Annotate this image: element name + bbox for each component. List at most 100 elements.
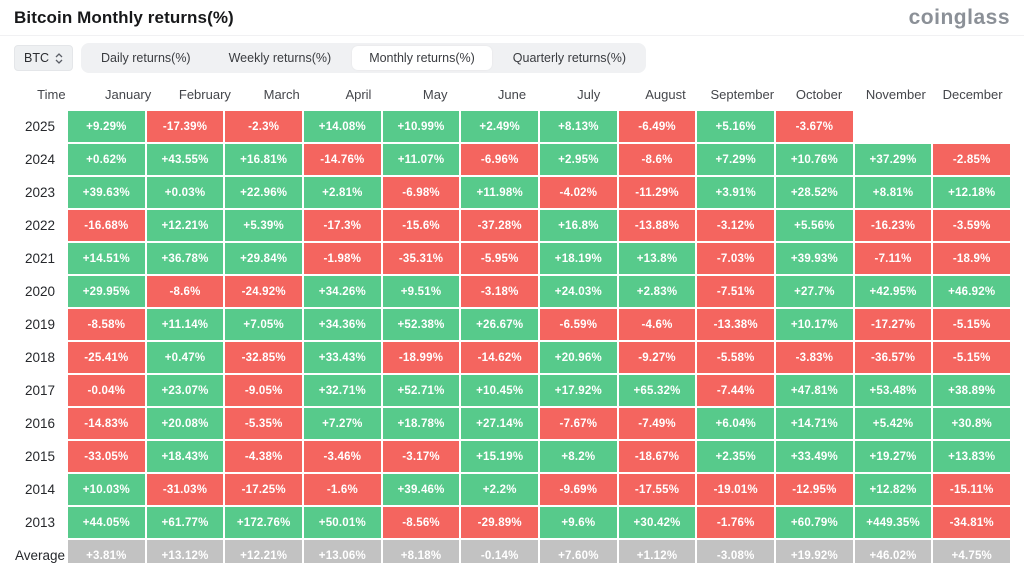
return-cell: -14.76% xyxy=(304,144,381,175)
symbol-select[interactable]: BTC xyxy=(14,45,73,71)
month-header-january: January xyxy=(105,86,152,102)
return-cell: +8.13% xyxy=(540,111,617,142)
return-cell: +18.19% xyxy=(540,243,617,274)
month-header-february: February xyxy=(178,86,231,102)
year-label: 2022 xyxy=(24,218,56,233)
return-cell: -2.3% xyxy=(225,111,303,142)
year-label: 2019 xyxy=(24,317,56,332)
return-cell: +2.49% xyxy=(461,111,539,142)
return-cell: +449.35% xyxy=(854,507,932,538)
month-header-march: March xyxy=(263,86,300,102)
return-cell: +60.79% xyxy=(776,507,853,538)
month-header-june: June xyxy=(497,86,527,102)
return-cell: +0.03% xyxy=(146,177,224,208)
return-cell: +16.81% xyxy=(225,144,303,175)
return-cell: -7.51% xyxy=(697,276,775,307)
year-label: 2015 xyxy=(24,449,56,464)
table-body: 2025 +9.29% -17.39% -2.3% +14.08% +10.99% +2.4… xyxy=(14,111,1011,563)
return-cell: +29.84% xyxy=(225,243,303,274)
return-cell: +12.21% xyxy=(225,540,303,563)
return-cell: +32.71% xyxy=(304,375,381,406)
tab-weekly-returns[interactable]: Weekly returns(%) xyxy=(228,51,332,65)
return-cell: +12.82% xyxy=(854,474,932,505)
return-cell: -3.12% xyxy=(697,210,775,241)
return-cell: -16.68% xyxy=(68,210,145,241)
return-cell: +7.60% xyxy=(540,540,617,563)
return-cell: +10.99% xyxy=(382,111,460,142)
return-cell: -34.81% xyxy=(933,507,1011,538)
tab-daily-returns[interactable]: Daily returns(%) xyxy=(101,51,191,65)
year-label: 2016 xyxy=(24,416,56,431)
return-cell: +37.29% xyxy=(854,144,932,175)
return-cell: +8.81% xyxy=(854,177,932,208)
return-cell: +5.39% xyxy=(225,210,303,241)
return-cell: -16.23% xyxy=(854,210,932,241)
return-cell: +24.03% xyxy=(540,276,617,307)
return-cell: -9.69% xyxy=(540,474,617,505)
return-cell: +65.32% xyxy=(618,375,696,406)
return-cell: +28.52% xyxy=(776,177,853,208)
return-cell: +33.49% xyxy=(776,441,853,472)
return-cell: +0.47% xyxy=(146,342,224,373)
table-row: 2020 +29.95% -8.6% -24.92% +34.26% +9.51% -3.1… xyxy=(14,276,1011,307)
return-cell: -29.89% xyxy=(461,507,539,538)
returns-tab-group: Daily returns(%) Weekly returns(%) Month… xyxy=(81,43,647,73)
return-cell: +10.17% xyxy=(776,309,853,340)
year-label: 2020 xyxy=(24,284,56,299)
return-cell: -14.62% xyxy=(461,342,539,373)
return-cell: -2.85% xyxy=(933,144,1011,175)
tab-monthly-returns[interactable]: Monthly returns(%) xyxy=(352,46,492,70)
return-cell: +33.43% xyxy=(304,342,381,373)
return-cell: -18.99% xyxy=(382,342,460,373)
month-header-october: October xyxy=(795,86,843,102)
return-cell: -7.11% xyxy=(854,243,932,274)
return-cell: +11.14% xyxy=(146,309,224,340)
return-cell: -3.83% xyxy=(776,342,853,373)
return-cell: +7.27% xyxy=(304,408,381,439)
return-cell: -7.49% xyxy=(618,408,696,439)
return-cell: +13.12% xyxy=(146,540,224,563)
year-label: 2024 xyxy=(24,152,56,167)
returns-table: Time January February March April May Ju… xyxy=(0,79,1024,563)
year-label: 2017 xyxy=(24,383,56,398)
tab-quarterly-returns[interactable]: Quarterly returns(%) xyxy=(512,51,627,65)
return-cell: +46.92% xyxy=(933,276,1011,307)
return-cell: +8.2% xyxy=(540,441,617,472)
return-cell: +39.93% xyxy=(776,243,853,274)
return-cell: +20.08% xyxy=(146,408,224,439)
return-cell: +47.81% xyxy=(776,375,853,406)
return-cell: -18.67% xyxy=(618,441,696,472)
return-cell: +29.95% xyxy=(68,276,145,307)
coinglass-logo: coinglass xyxy=(908,6,1010,29)
return-cell: -13.38% xyxy=(697,309,775,340)
return-cell: -25.41% xyxy=(68,342,145,373)
return-cell: -9.27% xyxy=(618,342,696,373)
updown-chevrons-icon xyxy=(55,52,63,64)
return-cell: -5.58% xyxy=(697,342,775,373)
return-cell: +10.03% xyxy=(68,474,145,505)
return-cell: -36.57% xyxy=(854,342,932,373)
return-cell: +26.67% xyxy=(461,309,539,340)
return-cell: -6.96% xyxy=(461,144,539,175)
table-header-row: Time January February March April May Ju… xyxy=(14,81,1010,107)
return-cell: +6.04% xyxy=(697,408,775,439)
return-cell: -5.95% xyxy=(461,243,539,274)
return-cell: -35.31% xyxy=(382,243,460,274)
return-cell: +3.81% xyxy=(68,540,145,563)
return-cell: -8.56% xyxy=(382,507,460,538)
return-cell: +34.36% xyxy=(304,309,381,340)
month-header-december: December xyxy=(942,86,1003,102)
return-cell: +2.95% xyxy=(540,144,617,175)
toolbar: BTC Daily returns(%) Weekly returns(%) M… xyxy=(0,36,1024,79)
return-cell: +10.76% xyxy=(776,144,853,175)
return-cell: +0.62% xyxy=(68,144,145,175)
return-cell: -8.6% xyxy=(618,144,696,175)
return-cell: +30.42% xyxy=(618,507,696,538)
return-cell: +30.8% xyxy=(933,408,1011,439)
year-label: 2014 xyxy=(24,482,56,497)
return-cell: -19.01% xyxy=(697,474,775,505)
return-cell: +9.51% xyxy=(382,276,460,307)
return-cell: -4.02% xyxy=(540,177,617,208)
return-cell: -6.59% xyxy=(540,309,617,340)
return-cell: +27.7% xyxy=(776,276,853,307)
